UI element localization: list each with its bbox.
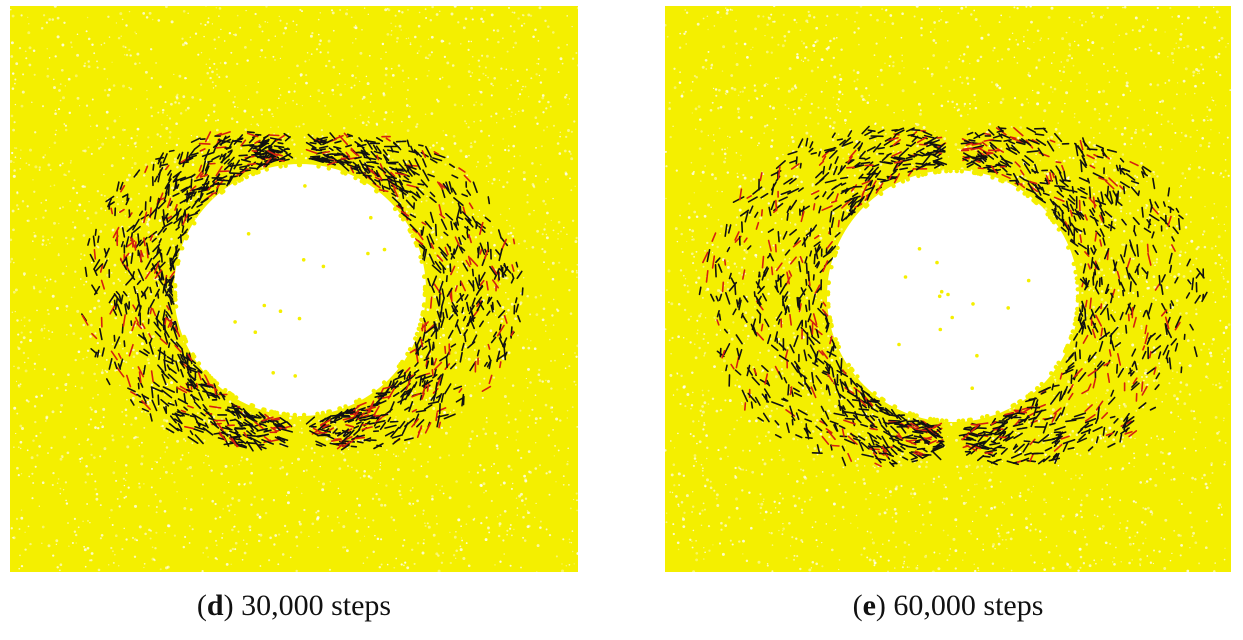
particle-field-d — [10, 6, 578, 572]
circular-hole-e — [827, 170, 1079, 422]
caption-letter-d: d — [206, 589, 224, 622]
caption-label-d: 30,000 steps — [241, 589, 392, 622]
crack-zone-d — [81, 131, 524, 452]
hole-particles-d — [172, 162, 428, 418]
caption-label-e: 60,000 steps — [893, 589, 1044, 622]
circular-hole-d — [174, 164, 426, 416]
particle-field-e — [665, 6, 1231, 572]
simulation-panel-e — [665, 6, 1231, 572]
crack-zone-e — [698, 125, 1208, 468]
caption-e: (e) 60,000 steps — [852, 589, 1044, 622]
caption-letter-e: e — [862, 589, 876, 622]
hole-particles-e — [825, 168, 1081, 424]
caption-d: (d) 30,000 steps — [196, 589, 392, 622]
simulation-panel-d — [10, 6, 578, 572]
